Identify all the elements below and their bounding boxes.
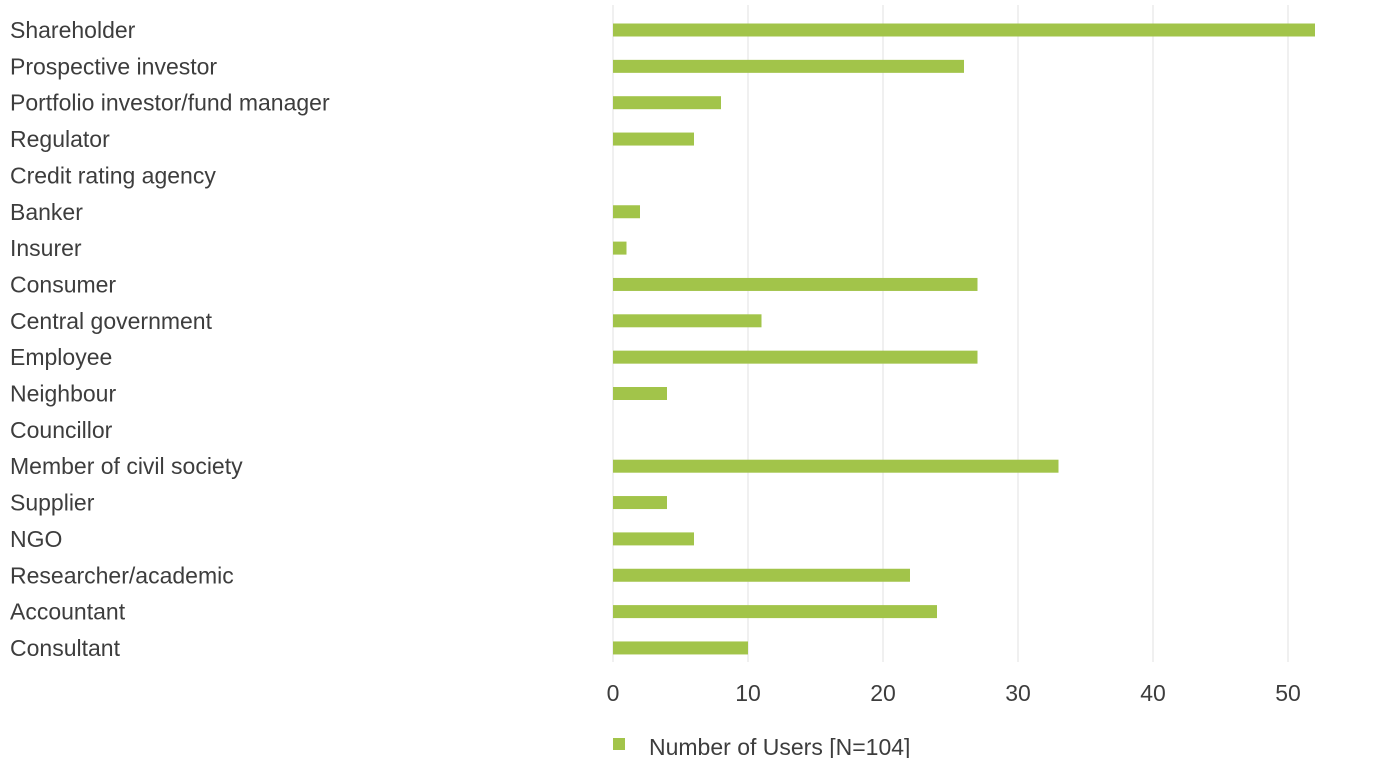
bar bbox=[613, 641, 748, 655]
category-label: Councillor bbox=[10, 417, 113, 443]
category-label: Consultant bbox=[10, 635, 121, 661]
x-tick-label: 50 bbox=[1275, 680, 1301, 706]
bar bbox=[613, 23, 1315, 37]
bar bbox=[613, 96, 721, 110]
category-label: Prospective investor bbox=[10, 53, 217, 79]
category-label: Central government bbox=[10, 308, 213, 334]
category-label: Member of civil society bbox=[10, 453, 243, 479]
category-label: Accountant bbox=[10, 599, 126, 625]
bar bbox=[613, 59, 964, 73]
legend-label: Number of Users [N=104] bbox=[649, 734, 910, 758]
bar bbox=[613, 387, 667, 400]
x-tick-label: 10 bbox=[735, 680, 761, 706]
category-label: Neighbour bbox=[10, 381, 116, 407]
bar bbox=[613, 496, 667, 510]
category-label: Banker bbox=[10, 199, 83, 225]
x-tick-label: 40 bbox=[1140, 680, 1166, 706]
bar bbox=[613, 277, 978, 291]
bar bbox=[613, 605, 937, 619]
category-labels: Shareholder Prospective investor Portfolio… bbox=[10, 17, 330, 661]
x-tick-label: 0 bbox=[607, 680, 620, 706]
legend-swatch bbox=[613, 738, 625, 750]
category-label: Supplier bbox=[10, 490, 95, 516]
gridlines bbox=[612, 5, 1289, 662]
bar bbox=[613, 532, 694, 546]
bar bbox=[613, 459, 1059, 473]
category-label: Researcher/academic bbox=[10, 562, 234, 588]
category-label: Portfolio investor/fund manager bbox=[10, 90, 330, 116]
category-label: Regulator bbox=[10, 126, 110, 152]
category-label: Consumer bbox=[10, 271, 116, 297]
bar bbox=[613, 568, 910, 582]
bar bbox=[613, 314, 762, 328]
bar bbox=[613, 350, 978, 364]
category-label: Shareholder bbox=[10, 17, 136, 43]
category-label: NGO bbox=[10, 526, 62, 552]
bars bbox=[613, 23, 1315, 655]
category-label: Credit rating agency bbox=[10, 162, 216, 188]
category-label: Employee bbox=[10, 344, 112, 370]
bar bbox=[613, 241, 627, 255]
category-label: Insurer bbox=[10, 235, 82, 261]
x-tick-label: 20 bbox=[870, 680, 896, 706]
bar bbox=[613, 132, 694, 146]
x-tick-label: 30 bbox=[1005, 680, 1031, 706]
bar bbox=[613, 205, 640, 219]
x-axis-ticks: 0 10 20 30 40 50 bbox=[607, 680, 1301, 706]
legend: Number of Users [N=104] bbox=[613, 734, 910, 758]
